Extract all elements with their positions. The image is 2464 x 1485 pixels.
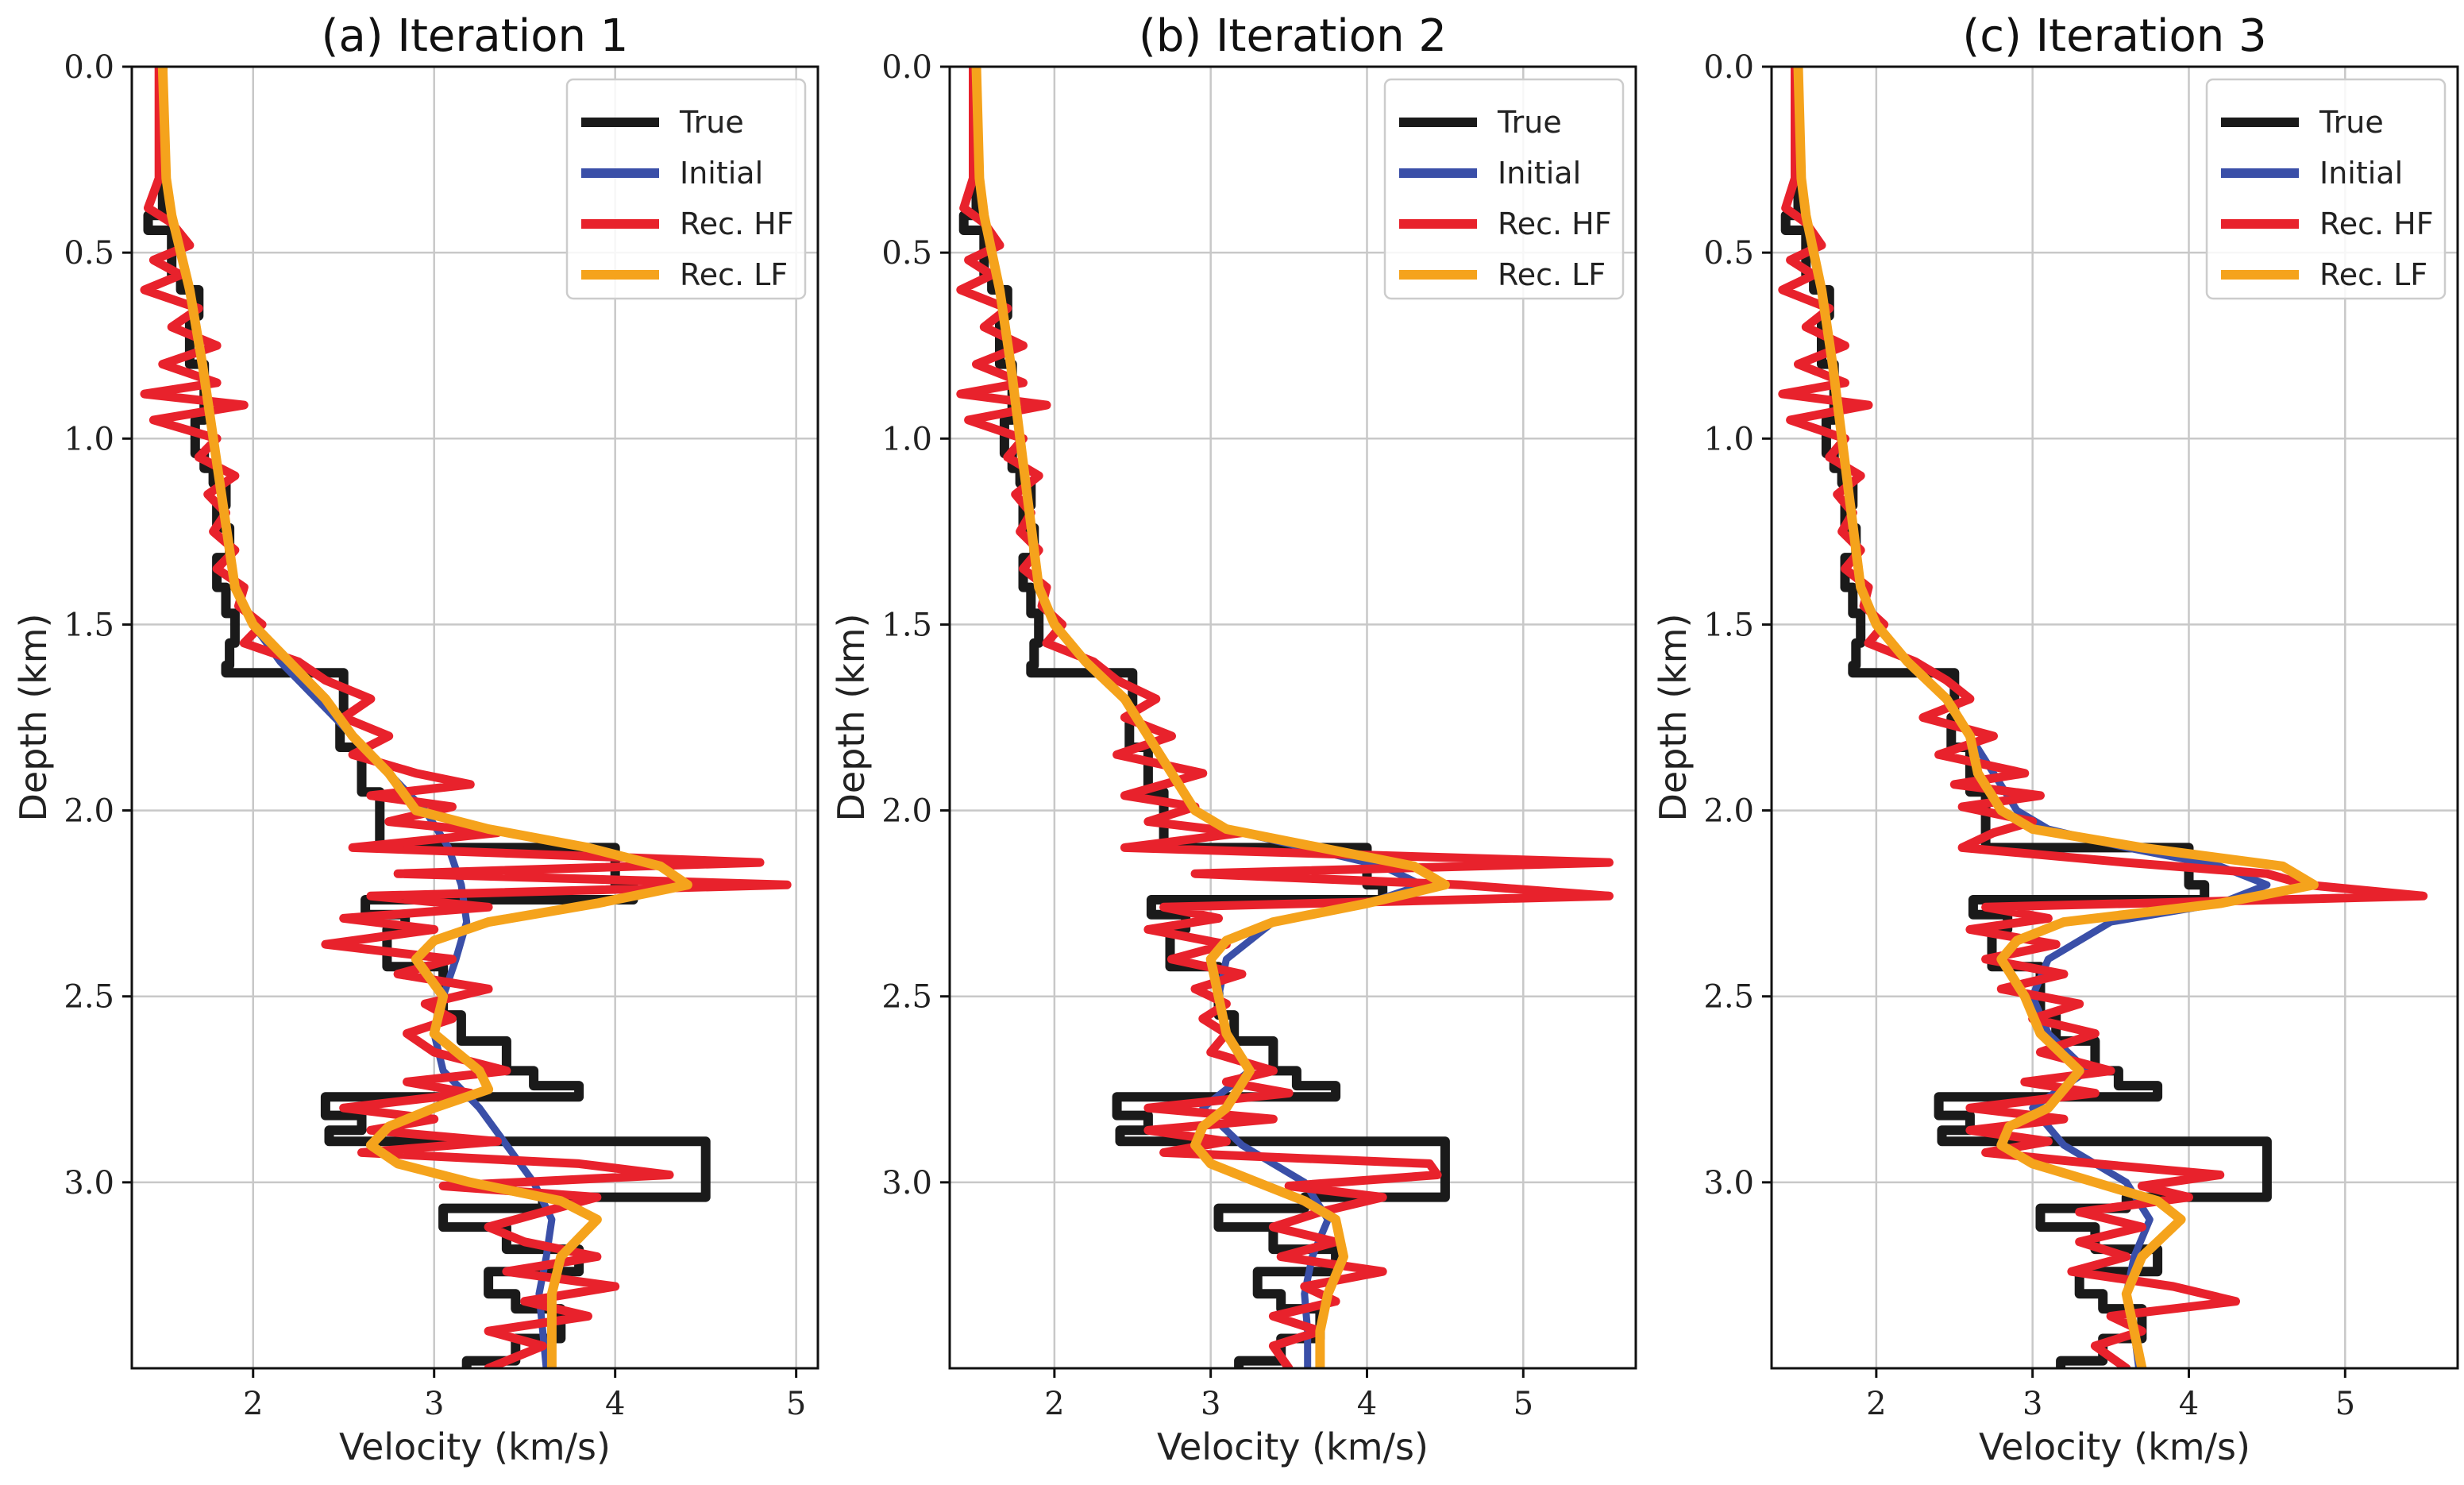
y-tick-label: 3.0	[1703, 1165, 1754, 1202]
y-tick-label: 2.5	[64, 979, 114, 1016]
y-tick-label: 3.0	[881, 1165, 932, 1202]
chart-title: (b) Iteration 2	[1139, 10, 1447, 62]
y-tick-label: 0.5	[64, 235, 114, 272]
y-tick-label: 1.5	[1703, 607, 1754, 643]
legend: True Initial Rec. HF Rec. LF	[2205, 78, 2447, 300]
series-line-rec-lf	[971, 67, 1450, 1368]
legend-label-rec-lf: Rec. LF	[680, 257, 788, 292]
series-line-rec-lf	[157, 67, 692, 1368]
y-tick-label: 1.0	[1703, 421, 1754, 457]
x-tick-label: 3	[1201, 1386, 1220, 1422]
x-tick-label: 5	[1513, 1386, 1533, 1422]
y-tick-label: 2.0	[881, 793, 932, 830]
panel-1: 2 3 4 5 0.0 0.5 1.0 1.5 2.0 2.5 3.0 (a) Iteration 1…	[12, 10, 819, 1468]
legend: True Initial Rec. HF Rec. LF	[1383, 78, 1625, 300]
series-group	[956, 67, 1614, 1368]
x-tick-label: 2	[243, 1386, 263, 1422]
series-line-true	[143, 67, 711, 1368]
x-tick-label: 4	[605, 1386, 625, 1422]
series-line-initial	[159, 67, 556, 1368]
x-axis-label: Velocity (km/s)	[339, 1425, 611, 1468]
y-tick-label: 0.5	[881, 235, 932, 272]
legend-label-true: True	[2319, 105, 2384, 140]
y-axis-label: Depth (km)	[830, 613, 873, 821]
y-tick-label: 2.5	[881, 979, 932, 1016]
legend-label-rec-hf: Rec. HF	[2319, 206, 2434, 241]
plot-frame	[130, 65, 819, 1370]
y-tick-label: 1.5	[64, 607, 114, 643]
series-line-rec-lf	[1793, 67, 2319, 1368]
legend-label-true: True	[679, 105, 744, 140]
legend-box	[2205, 78, 2447, 300]
x-tick-label: 5	[2335, 1386, 2355, 1422]
y-tick-label: 0.0	[64, 49, 114, 86]
legend-label-rec-lf: Rec. LF	[2319, 257, 2427, 292]
series-line-rec-hf	[1778, 67, 2428, 1368]
series-group	[1778, 67, 2428, 1368]
chart-title: (a) Iteration 1	[322, 10, 629, 62]
y-tick-label: 2.0	[64, 793, 114, 830]
legend-label-rec-hf: Rec. HF	[1498, 206, 1612, 241]
legend-label-rec-lf: Rec. LF	[1498, 257, 1606, 292]
x-tick-label: 4	[1357, 1386, 1377, 1422]
series-line-true	[1780, 67, 2272, 1368]
y-axis-label: Depth (km)	[1652, 613, 1695, 821]
x-tick-label: 3	[424, 1386, 444, 1422]
y-axis-label: Depth (km)	[12, 613, 55, 821]
y-tick-label: 2.0	[1703, 793, 1754, 830]
panel-2: 2 3 4 5 0.0 0.5 1.0 1.5 2.0 2.5 3.0 (b) Iteration 2…	[830, 10, 1637, 1468]
y-tick-label: 3.0	[64, 1165, 114, 1202]
y-tick-label: 1.0	[881, 421, 932, 457]
legend-label-initial: Initial	[2319, 156, 2403, 191]
x-tick-label: 3	[2022, 1386, 2042, 1422]
x-tick-label: 5	[786, 1386, 806, 1422]
legend-box	[565, 78, 807, 300]
legend-label-initial: Initial	[680, 156, 763, 191]
series-line-initial	[973, 67, 1425, 1368]
series-group	[140, 67, 792, 1368]
plot-frame	[1770, 65, 2459, 1370]
chart-title: (c) Iteration 3	[1962, 10, 2266, 62]
y-tick-label: 1.5	[881, 607, 932, 643]
x-tick-label: 2	[1044, 1386, 1064, 1422]
y-tick-label: 1.0	[64, 421, 114, 457]
panel-3: 2 3 4 5 0.0 0.5 1.0 1.5 2.0 2.5 3.0 (c) Iteration 3…	[1652, 10, 2459, 1468]
x-tick-label: 2	[1866, 1386, 1886, 1422]
y-tick-label: 2.5	[1703, 979, 1754, 1016]
legend-label-initial: Initial	[1498, 156, 1581, 191]
x-axis-label: Velocity (km/s)	[1979, 1425, 2250, 1468]
legend: True Initial Rec. HF Rec. LF	[565, 78, 807, 300]
series-line-true	[958, 67, 1450, 1368]
y-tick-label: 0.5	[1703, 235, 1754, 272]
legend-box	[1383, 78, 1625, 300]
y-tick-label: 0.0	[1703, 49, 1754, 86]
x-axis-label: Velocity (km/s)	[1157, 1425, 1429, 1468]
y-tick-label: 0.0	[881, 49, 932, 86]
plot-frame	[948, 65, 1637, 1370]
x-tick-label: 4	[2179, 1386, 2199, 1422]
legend-label-true: True	[1497, 105, 1562, 140]
legend-label-rec-hf: Rec. HF	[680, 206, 794, 241]
